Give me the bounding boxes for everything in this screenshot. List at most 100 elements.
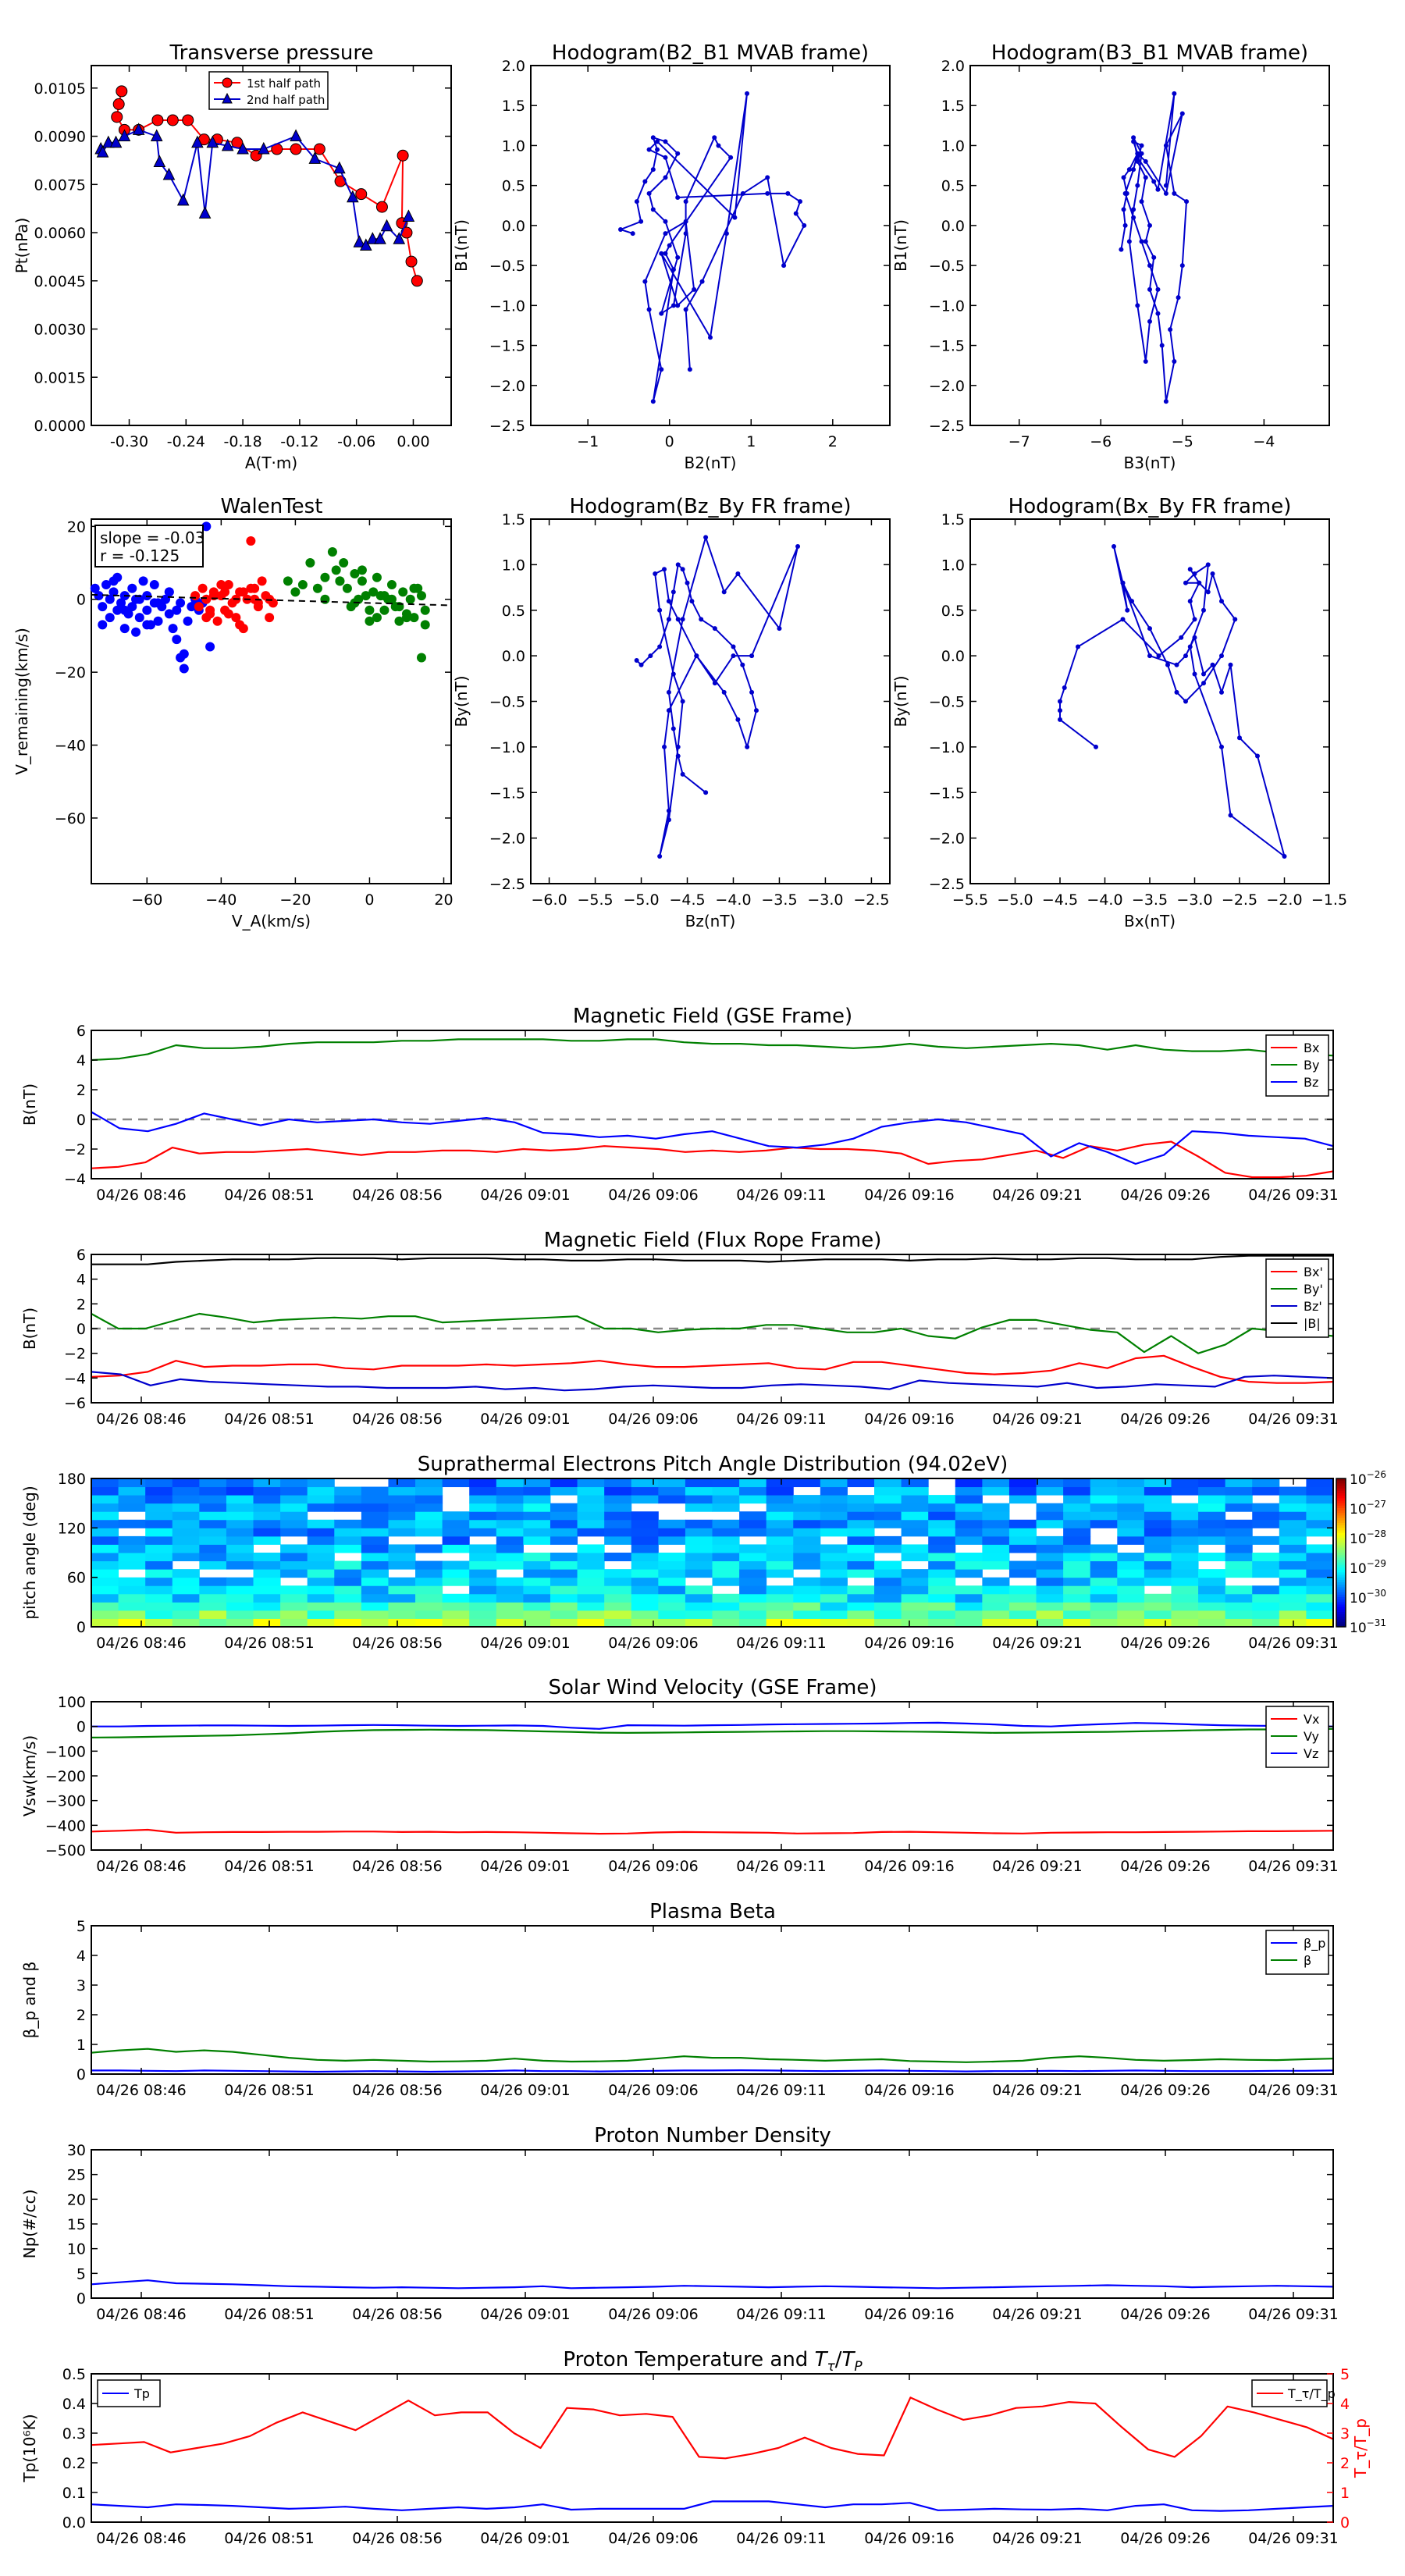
hzy-ytick-label: 0.5 xyxy=(502,603,525,620)
beta-xtick-label: 04/26 09:16 xyxy=(864,2082,955,2099)
pad-cell xyxy=(901,1486,929,1496)
pad-cell xyxy=(1171,1486,1199,1496)
h31-point xyxy=(1151,179,1157,184)
walen-point xyxy=(108,576,119,586)
pad-cell xyxy=(145,1495,173,1504)
pad-cell xyxy=(199,1618,227,1628)
pad-cell xyxy=(415,1528,443,1537)
walen-point xyxy=(176,653,186,663)
pad-cell xyxy=(145,1511,173,1521)
pad-cell xyxy=(1279,1553,1307,1562)
hxy-ytick-label: −0.5 xyxy=(929,694,965,711)
pad-cell xyxy=(307,1593,335,1603)
pad-cell xyxy=(388,1528,416,1537)
pad-cell xyxy=(172,1528,200,1537)
pad-cell xyxy=(847,1478,875,1488)
vsw-xtick-label: 04/26 09:01 xyxy=(480,1858,571,1875)
pad-cell xyxy=(1171,1577,1199,1586)
bfr-xtick-label: 04/26 08:51 xyxy=(224,1411,315,1428)
np-series-line-0 xyxy=(91,2279,1334,2290)
pad-cell xyxy=(631,1618,659,1628)
hxy-point xyxy=(1156,653,1161,659)
h31-point xyxy=(1135,303,1140,308)
beta-ytick-label: 2 xyxy=(76,2007,86,2024)
h21-point xyxy=(692,286,697,292)
pad-colorbar-segment xyxy=(1336,1609,1346,1613)
pad-cell xyxy=(253,1486,281,1496)
hxy-point xyxy=(1058,699,1062,704)
h21-xtick-label: −1 xyxy=(577,433,599,450)
tp-point xyxy=(402,209,415,222)
h21-point xyxy=(638,219,644,224)
beta-xtick-label: 04/26 09:31 xyxy=(1248,2082,1339,2099)
h31-ytick-label: 0.5 xyxy=(941,178,965,195)
hzy-ytick-label: −1.5 xyxy=(489,785,525,802)
pad-cell xyxy=(91,1478,119,1488)
pad-cell xyxy=(1171,1618,1199,1628)
hxy-point xyxy=(1120,580,1126,585)
tp-point xyxy=(290,129,302,142)
vsw-ytick-label: 100 xyxy=(58,1694,86,1711)
pad-cell xyxy=(307,1577,335,1586)
pad-cell xyxy=(1063,1503,1091,1512)
h21-point xyxy=(670,267,676,272)
pad-cell xyxy=(280,1593,308,1603)
walen-point xyxy=(149,580,159,590)
h21-ytick-label: −1.0 xyxy=(489,297,525,315)
vsw-xtick-label: 04/26 09:26 xyxy=(1120,1858,1211,1875)
pad-cell xyxy=(550,1569,578,1578)
pad-cell xyxy=(550,1503,578,1512)
pad-colorbar-segment xyxy=(1336,1577,1346,1581)
tp-point xyxy=(353,235,366,247)
pad-cell xyxy=(496,1486,524,1496)
pad-cell xyxy=(469,1560,497,1570)
pad-cell xyxy=(1117,1486,1145,1496)
h31-xtick-label: −6 xyxy=(1090,433,1112,450)
pad-cell xyxy=(604,1610,632,1619)
bfr-xtick-label: 04/26 09:31 xyxy=(1248,1411,1339,1428)
walen-point xyxy=(405,594,415,604)
pad-cell xyxy=(712,1569,740,1578)
walen-point xyxy=(335,576,345,586)
beta-legend-label: β xyxy=(1304,1953,1311,1968)
pad-cell xyxy=(496,1553,524,1562)
np-xtick-label: 04/26 09:31 xyxy=(1248,2306,1339,2323)
pad-cell xyxy=(874,1478,902,1488)
tp-point xyxy=(111,111,123,123)
pad-cell xyxy=(1036,1486,1064,1496)
pad-cell xyxy=(874,1602,902,1611)
pad-colorbar-segment xyxy=(1336,1513,1346,1517)
pad-cell xyxy=(955,1478,983,1488)
pad-cell xyxy=(1063,1577,1091,1586)
pad-cell xyxy=(577,1519,605,1528)
pad-colorbar-segment xyxy=(1336,1538,1346,1541)
pad-cell xyxy=(1171,1528,1199,1537)
pad-cell xyxy=(361,1511,389,1521)
pad-cell xyxy=(145,1478,173,1488)
hxy-point xyxy=(1125,607,1130,613)
pad-cell xyxy=(523,1560,551,1570)
h21-point xyxy=(663,139,668,144)
pad-cell xyxy=(1008,1528,1037,1537)
pad-cell xyxy=(415,1511,443,1521)
pad-cell xyxy=(1008,1486,1037,1496)
pad-cell xyxy=(1198,1577,1226,1586)
pad-cell xyxy=(523,1528,551,1537)
pad-cell xyxy=(1063,1602,1091,1611)
pad-cell xyxy=(1225,1544,1253,1553)
pad-cell xyxy=(685,1585,713,1595)
pad-cell xyxy=(550,1577,578,1586)
h21-point xyxy=(802,222,807,228)
pad-cell xyxy=(1117,1528,1145,1537)
walen-ytick-label: −60 xyxy=(55,810,86,827)
pad-colorbar-segment xyxy=(1336,1493,1346,1496)
pad-cell xyxy=(172,1618,200,1628)
tp-point xyxy=(313,143,325,155)
pad-cell xyxy=(172,1610,200,1619)
pad-cell xyxy=(631,1495,659,1504)
walen-point xyxy=(108,587,119,597)
bfr-legend-label: Bz' xyxy=(1304,1299,1322,1314)
hzy-point xyxy=(740,662,745,667)
h31-point xyxy=(1176,295,1181,301)
walen-point xyxy=(357,576,367,586)
